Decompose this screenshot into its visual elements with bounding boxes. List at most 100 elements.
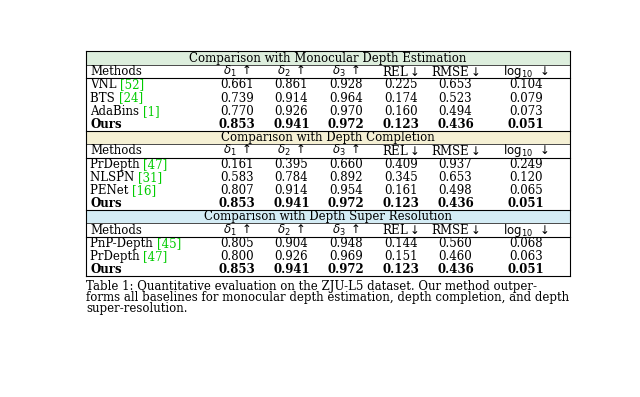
Text: $\delta_1$ $\uparrow$: $\delta_1$ $\uparrow$: [223, 223, 251, 238]
Text: $\delta_1$ $\uparrow$: $\delta_1$ $\uparrow$: [223, 64, 251, 79]
Text: 0.249: 0.249: [509, 158, 543, 171]
Text: 0.972: 0.972: [328, 263, 365, 276]
Text: $\delta_2$ $\uparrow$: $\delta_2$ $\uparrow$: [277, 223, 305, 238]
Text: AdaBins: AdaBins: [90, 105, 143, 118]
Text: 0.926: 0.926: [275, 250, 308, 263]
Text: Comparison with Depth Super Resolution: Comparison with Depth Super Resolution: [204, 210, 452, 223]
Text: VNL: VNL: [90, 79, 120, 91]
Text: RMSE$\downarrow$: RMSE$\downarrow$: [431, 144, 480, 158]
Text: $\log_{10}$ $\downarrow$: $\log_{10}$ $\downarrow$: [503, 222, 549, 239]
Text: 0.498: 0.498: [438, 184, 472, 197]
Text: REL$\downarrow$: REL$\downarrow$: [382, 223, 419, 237]
Text: $\log_{10}$ $\downarrow$: $\log_{10}$ $\downarrow$: [503, 63, 549, 80]
Text: 0.928: 0.928: [330, 79, 363, 91]
Bar: [86, 210, 570, 223]
Text: 0.051: 0.051: [508, 118, 545, 131]
Text: BTS: BTS: [90, 92, 118, 104]
Text: Comparison with Depth Completion: Comparison with Depth Completion: [221, 131, 435, 144]
Text: RMSE$\downarrow$: RMSE$\downarrow$: [431, 223, 480, 237]
Text: 0.739: 0.739: [220, 92, 253, 104]
Text: 0.051: 0.051: [508, 197, 545, 210]
Text: forms all baselines for monocular depth estimation, depth completion, and depth: forms all baselines for monocular depth …: [86, 291, 570, 304]
Text: 0.853: 0.853: [218, 197, 255, 210]
Text: $\log_{10}$ $\downarrow$: $\log_{10}$ $\downarrow$: [503, 142, 549, 159]
Text: 0.800: 0.800: [220, 250, 253, 263]
Text: 0.926: 0.926: [275, 105, 308, 118]
Text: 0.065: 0.065: [509, 184, 543, 197]
Text: [24]: [24]: [118, 92, 143, 104]
Text: 0.954: 0.954: [329, 184, 363, 197]
Text: 0.972: 0.972: [328, 197, 365, 210]
Text: PrDepth: PrDepth: [90, 250, 143, 263]
Text: 0.123: 0.123: [382, 118, 419, 131]
Text: [47]: [47]: [143, 158, 168, 171]
Text: 0.523: 0.523: [438, 92, 472, 104]
Text: REL$\downarrow$: REL$\downarrow$: [382, 144, 419, 158]
Text: PrDepth: PrDepth: [90, 158, 143, 171]
Text: RMSE$\downarrow$: RMSE$\downarrow$: [431, 64, 480, 79]
Text: 0.904: 0.904: [275, 237, 308, 250]
Text: 0.436: 0.436: [437, 197, 474, 210]
Text: $\delta_2$ $\uparrow$: $\delta_2$ $\uparrow$: [277, 143, 305, 158]
Text: Ours: Ours: [90, 197, 122, 210]
Text: Table 1: Quantitative evaluation on the ZJU-L5 dataset. Our method outper-: Table 1: Quantitative evaluation on the …: [86, 280, 537, 293]
Text: [31]: [31]: [138, 171, 162, 184]
Text: 0.964: 0.964: [329, 92, 363, 104]
Text: 0.805: 0.805: [220, 237, 253, 250]
Bar: [86, 52, 570, 65]
Text: super-resolution.: super-resolution.: [86, 302, 188, 315]
Text: 0.914: 0.914: [275, 184, 308, 197]
Text: NLSPN: NLSPN: [90, 171, 138, 184]
Text: 0.395: 0.395: [275, 158, 308, 171]
Text: 0.861: 0.861: [275, 79, 308, 91]
Text: $\delta_3$ $\uparrow$: $\delta_3$ $\uparrow$: [332, 143, 360, 158]
Text: [52]: [52]: [120, 79, 145, 91]
Text: REL$\downarrow$: REL$\downarrow$: [382, 64, 419, 79]
Text: 0.853: 0.853: [218, 263, 255, 276]
Text: 0.969: 0.969: [329, 250, 363, 263]
Text: 0.225: 0.225: [384, 79, 417, 91]
Text: 0.123: 0.123: [382, 197, 419, 210]
Text: [1]: [1]: [143, 105, 159, 118]
Text: 0.892: 0.892: [330, 171, 363, 184]
Text: 0.653: 0.653: [438, 171, 472, 184]
Text: 0.660: 0.660: [329, 158, 363, 171]
Text: $\delta_1$ $\uparrow$: $\delta_1$ $\uparrow$: [223, 143, 251, 158]
Text: 0.161: 0.161: [384, 184, 417, 197]
Text: 0.970: 0.970: [329, 105, 363, 118]
Text: 0.409: 0.409: [384, 158, 418, 171]
Bar: [86, 52, 570, 276]
Text: 0.104: 0.104: [509, 79, 543, 91]
Text: 0.144: 0.144: [384, 237, 417, 250]
Text: $\delta_2$ $\uparrow$: $\delta_2$ $\uparrow$: [277, 64, 305, 79]
Text: Ours: Ours: [90, 118, 122, 131]
Text: 0.937: 0.937: [438, 158, 472, 171]
Text: 0.436: 0.436: [437, 263, 474, 276]
Text: 0.560: 0.560: [438, 237, 472, 250]
Text: Methods: Methods: [90, 224, 142, 237]
Text: 0.494: 0.494: [438, 105, 472, 118]
Text: PnP-Depth: PnP-Depth: [90, 237, 157, 250]
Text: 0.661: 0.661: [220, 79, 253, 91]
Text: 0.807: 0.807: [220, 184, 253, 197]
Text: 0.941: 0.941: [273, 263, 310, 276]
Text: 0.079: 0.079: [509, 92, 543, 104]
Text: $\delta_3$ $\uparrow$: $\delta_3$ $\uparrow$: [332, 223, 360, 238]
Bar: [86, 131, 570, 144]
Text: 0.345: 0.345: [384, 171, 418, 184]
Text: 0.770: 0.770: [220, 105, 253, 118]
Text: Ours: Ours: [90, 263, 122, 276]
Text: Methods: Methods: [90, 65, 142, 78]
Text: 0.151: 0.151: [384, 250, 417, 263]
Text: $\delta_3$ $\uparrow$: $\delta_3$ $\uparrow$: [332, 64, 360, 79]
Text: Comparison with Monocular Depth Estimation: Comparison with Monocular Depth Estimati…: [189, 52, 467, 65]
Text: 0.784: 0.784: [275, 171, 308, 184]
Text: 0.174: 0.174: [384, 92, 417, 104]
Text: 0.073: 0.073: [509, 105, 543, 118]
Text: 0.941: 0.941: [273, 118, 310, 131]
Text: 0.972: 0.972: [328, 118, 365, 131]
Text: 0.120: 0.120: [509, 171, 543, 184]
Text: 0.051: 0.051: [508, 263, 545, 276]
Text: 0.123: 0.123: [382, 263, 419, 276]
Text: 0.161: 0.161: [220, 158, 253, 171]
